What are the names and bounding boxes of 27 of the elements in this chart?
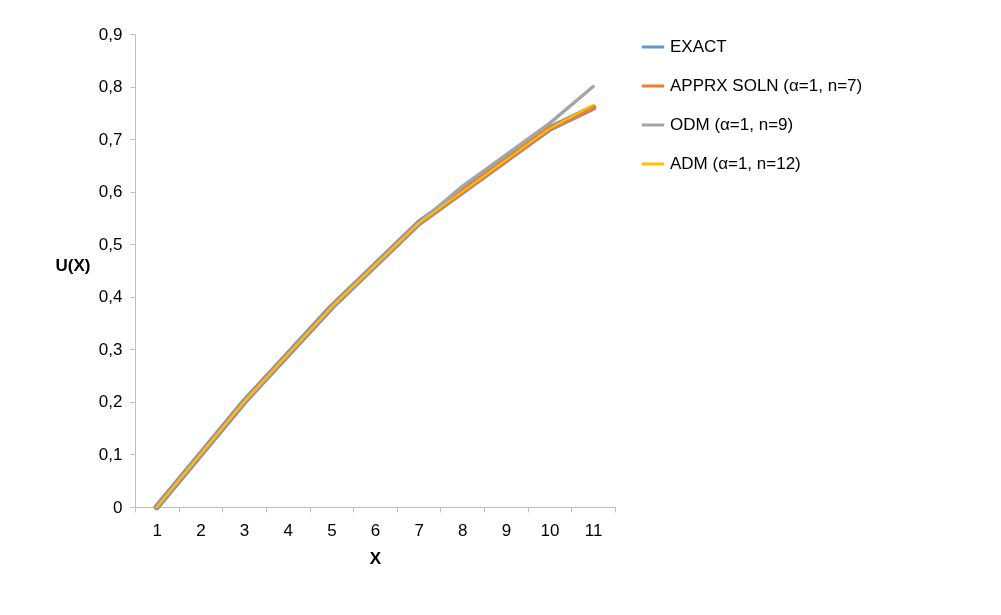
legend-label: ODM (α=1, n=9) [670,115,794,134]
legend-label: APPRX SOLN (α=1, n=7) [670,76,863,95]
y-tick-label: 0,9 [98,24,123,44]
x-tick-label: 3 [239,520,250,540]
x-tick-label: 1 [152,520,163,540]
x-tick-label: 6 [370,520,381,540]
legend-label: EXACT [670,37,727,56]
x-tick-label: 8 [458,520,468,540]
x-tick-label: 9 [501,520,512,540]
y-axis-title: U(X) [55,255,91,275]
y-tick-label: 0,4 [98,287,123,307]
x-tick-label: 2 [196,520,206,540]
y-tick-label: 0,6 [98,182,123,202]
x-tick-label: 4 [283,520,293,540]
x-tick-label: 11 [584,520,603,540]
y-tick-label: 0,3 [98,339,123,359]
y-tick-label: 0,7 [98,129,123,149]
x-axis-title: X [369,548,382,568]
legend-label: ADM (α=1, n=12) [670,154,801,173]
y-tick-label: 0,5 [98,234,123,254]
y-tick-label: 0,2 [98,392,123,412]
y-tick-label: 0,1 [98,444,123,464]
x-tick-label: 7 [414,520,424,540]
x-tick-label: 5 [327,520,337,540]
y-tick-label: 0,8 [98,77,123,97]
y-tick-label: 0 [113,497,123,517]
x-tick-label: 10 [540,520,560,540]
